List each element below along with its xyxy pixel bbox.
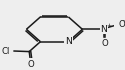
Text: Cl: Cl <box>2 46 10 56</box>
Text: -: - <box>123 18 125 24</box>
Text: N: N <box>65 37 72 46</box>
Text: +: + <box>106 23 111 28</box>
Text: O: O <box>118 20 125 29</box>
Text: O: O <box>28 60 34 69</box>
Text: N: N <box>100 25 107 34</box>
Text: O: O <box>101 39 108 48</box>
